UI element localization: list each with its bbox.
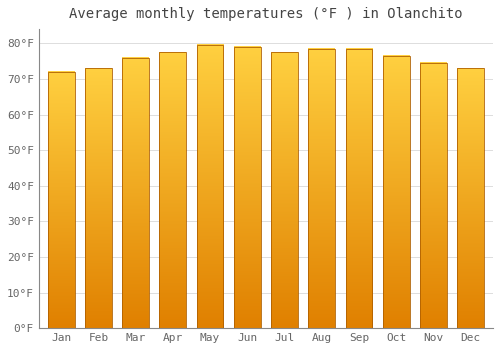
Bar (48, 72, 74, 328)
Bar (458, 68, 484, 328)
Bar (308, 49, 335, 328)
Bar (346, 49, 372, 328)
Bar (420, 63, 447, 328)
Title: Average monthly temperatures (°F ) in Olanchito: Average monthly temperatures (°F ) in Ol… (69, 7, 462, 21)
Bar (271, 52, 298, 328)
Bar (234, 47, 260, 328)
Bar (383, 56, 409, 328)
Bar (160, 52, 186, 328)
Bar (196, 45, 224, 328)
Bar (122, 57, 149, 328)
Bar (85, 68, 112, 328)
